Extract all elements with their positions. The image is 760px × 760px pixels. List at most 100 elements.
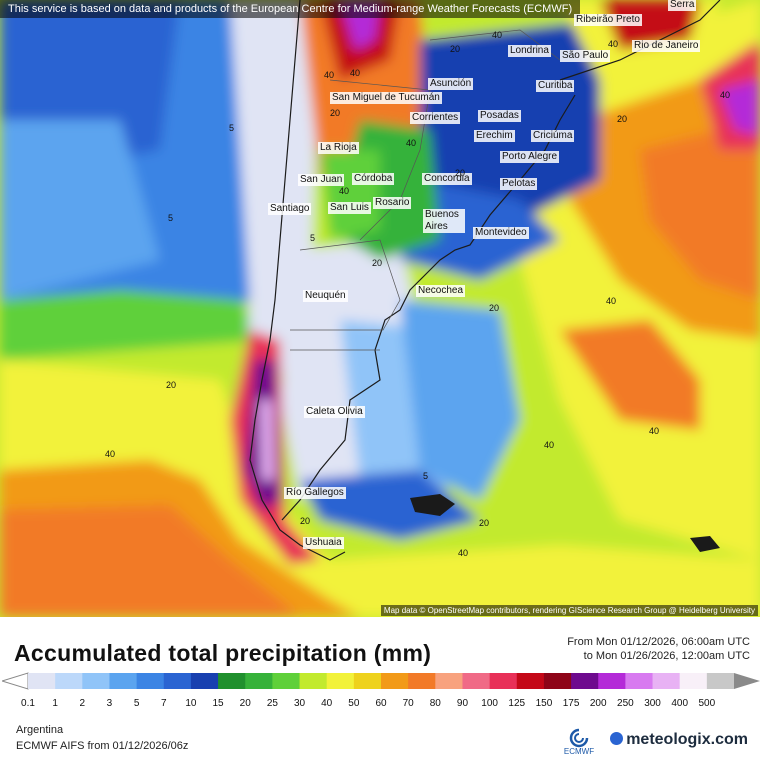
city-criciuma[interactable]: Criciúma (531, 130, 575, 142)
valid-to: to Mon 01/26/2026, 12:00am UTC (583, 650, 750, 662)
legend-tick-50: 50 (348, 698, 360, 709)
chart-title: Accumulated total precipitation (mm) (14, 640, 432, 666)
legend-swatch-10 (190, 673, 219, 689)
ecmwf-logo-text: ECMWF (564, 747, 594, 756)
legend-swatch-300 (652, 673, 681, 689)
admin-borders (290, 29, 561, 351)
contour-label: 20 (455, 168, 466, 178)
contour-label: 40 (339, 186, 350, 196)
contour-label: 40 (458, 548, 469, 558)
city-ushuaia[interactable]: Ushuaia (303, 537, 344, 549)
city-posadas[interactable]: Posadas (478, 110, 521, 122)
legend-tick-400: 400 (671, 698, 689, 709)
legend-tick-175: 175 (562, 698, 580, 709)
city-san-luis[interactable]: San Luis (328, 202, 371, 214)
legend-swatch-5 (136, 673, 165, 689)
map-attribution: Map data © OpenStreetMap contributors, r… (380, 605, 758, 616)
region-label: Argentina (16, 724, 64, 736)
contour-label: 40 (105, 449, 116, 459)
city-rio-gallegos[interactable]: Río Gallegos (284, 487, 346, 499)
contour-label: 20 (450, 44, 461, 54)
legend-tick-80: 80 (429, 698, 441, 709)
legend-tick-5: 5 (133, 698, 140, 709)
legend-swatch-200 (598, 673, 626, 689)
city-la-rioja[interactable]: La Rioja (318, 142, 359, 154)
legend-swatch-60 (381, 673, 409, 689)
city-san-miguel-de-tucuman[interactable]: San Miguel de Tucumán (330, 92, 442, 104)
city-neuquen[interactable]: Neuquén (303, 290, 348, 302)
legend-swatch-125 (516, 673, 545, 689)
meteologix-icon (610, 732, 624, 745)
legend-tick-200: 200 (589, 698, 607, 709)
city-san-juan[interactable]: San Juan (298, 174, 345, 186)
contour-label: 20 (479, 518, 490, 528)
city-asuncion[interactable]: Asunción (428, 78, 474, 90)
city-londrina[interactable]: Londrina (508, 45, 551, 57)
legend-tick-2: 2 (79, 698, 86, 709)
city-santiago[interactable]: Santiago (268, 203, 312, 215)
legend-tick-15: 15 (212, 698, 224, 709)
city-sao-paulo[interactable]: São Paulo (560, 50, 611, 62)
legend-swatch-0.1 (28, 673, 56, 689)
legend-swatch-80 (435, 673, 463, 689)
legend-tick-100: 100 (481, 698, 498, 709)
legend-arrow-high (734, 673, 760, 689)
legend-tick-60: 60 (375, 698, 387, 709)
city-caleta-olivia[interactable]: Caleta Olivia (304, 406, 365, 418)
falkland-islands (410, 494, 455, 516)
contour-label: 40 (606, 296, 617, 306)
contour-label: 40 (720, 90, 731, 100)
contour-label: 5 (229, 123, 235, 133)
legend-swatch-100 (489, 673, 518, 689)
city-necochea[interactable]: Necochea (416, 285, 466, 297)
legend-swatch-400 (679, 673, 708, 689)
city-buenos-aires[interactable]: Buenos Aires (423, 209, 465, 233)
contour-label: 40 (350, 68, 361, 78)
contour-label: 20 (330, 108, 341, 118)
legend-arrow-low (2, 672, 29, 690)
city-cordoba[interactable]: Córdoba (352, 173, 395, 185)
legend-tick-125: 125 (508, 698, 526, 709)
precipitation-map[interactable]: This service is based on data and produc… (0, 0, 760, 617)
legend-tick-3: 3 (106, 698, 113, 709)
contour-label: 20 (372, 258, 383, 268)
legend-tick-20: 20 (239, 698, 251, 709)
contour-label: 5 (168, 213, 174, 223)
city-concordia[interactable]: Concordia (422, 173, 472, 185)
city-curitiba[interactable]: Curitiba (536, 80, 575, 92)
legend-swatch-500 (706, 673, 735, 689)
legend-tick-300: 300 (644, 698, 661, 709)
city-porto-alegre[interactable]: Porto Alegre (500, 151, 560, 163)
contour-label: 20 (166, 380, 177, 390)
legend-swatch-1 (55, 673, 83, 689)
legend-swatch-150 (543, 673, 572, 689)
legend-swatch-25 (272, 673, 301, 689)
ecmwf-notice: This service is based on data and produc… (0, 0, 581, 18)
legend-swatch-30 (299, 673, 328, 689)
contour-label: 5 (423, 471, 429, 481)
legend-swatch-70 (408, 673, 436, 689)
ecmwf-logo[interactable]: ECMWF (560, 728, 598, 756)
contour-label: 40 (544, 440, 555, 450)
city-ribeirao-preto[interactable]: Ribeirão Preto (574, 14, 642, 26)
brand-text: meteologix.com (626, 731, 748, 748)
contour-label: 20 (617, 114, 628, 124)
city-erechim[interactable]: Erechim (474, 130, 515, 142)
city-rio-de-janeiro[interactable]: Rio de Janeiro (632, 40, 701, 52)
legend-tick-1: 1 (52, 698, 58, 709)
contour-label: 20 (300, 516, 311, 526)
city-rosario[interactable]: Rosario (373, 197, 412, 209)
contour-label: 40 (608, 39, 619, 49)
contour-label: 5 (310, 233, 316, 243)
legend-tick-70: 70 (402, 698, 414, 709)
city-corrientes[interactable]: Corrientes (410, 112, 461, 124)
city-montevideo[interactable]: Montevideo (473, 227, 529, 239)
legend-tick-25: 25 (266, 698, 278, 709)
legend-tick-90: 90 (456, 698, 469, 709)
legend-swatch-90 (462, 673, 491, 689)
city-serra[interactable]: Serra (668, 0, 697, 11)
valid-from: From Mon 01/12/2026, 06:00am UTC (567, 636, 750, 648)
legend-swatch-2 (82, 673, 110, 689)
city-pelotas[interactable]: Pelotas (500, 178, 538, 190)
meteologix-brand[interactable]: meteologix.com (610, 731, 748, 749)
